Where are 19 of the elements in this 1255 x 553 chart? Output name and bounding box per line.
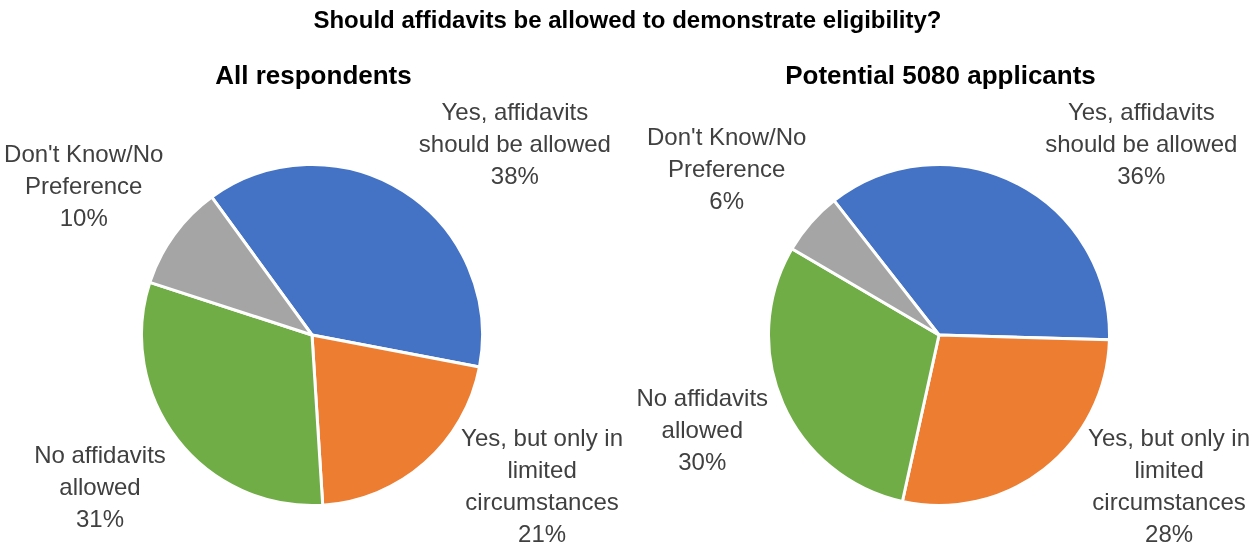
slice-label: Don't Know/No Preference	[647, 122, 807, 182]
data-label: 36%	[1117, 161, 1166, 189]
data-label: 21%	[518, 519, 567, 547]
data-label: 31%	[75, 505, 125, 533]
slice-label: No affidavits allowed	[34, 441, 166, 501]
chart-title: Potential 5080 applicants	[784, 60, 1097, 92]
data-label: 38%	[490, 161, 539, 189]
slice-label: Yes, affidavits should be allowed	[1045, 97, 1238, 157]
slice-label: No affidavits allowed	[636, 383, 769, 443]
slice-label: Yes, but only in limited circumstances	[461, 423, 624, 515]
slice-label: Yes, but only in limited circumstances	[1088, 423, 1251, 515]
data-label: 28%	[1145, 519, 1194, 547]
data-label: 6%	[709, 186, 745, 214]
data-label: 10%	[59, 204, 108, 232]
chart-title: Should affidavits be allowed to demonstrate eligibility?	[312, 6, 943, 34]
slice-label: Don't Know/No Preference	[4, 140, 164, 200]
data-label: 30%	[678, 447, 727, 475]
slice-label: Yes, affidavits should be allowed	[418, 97, 611, 157]
chart-subtitle: All respondents	[214, 60, 413, 92]
